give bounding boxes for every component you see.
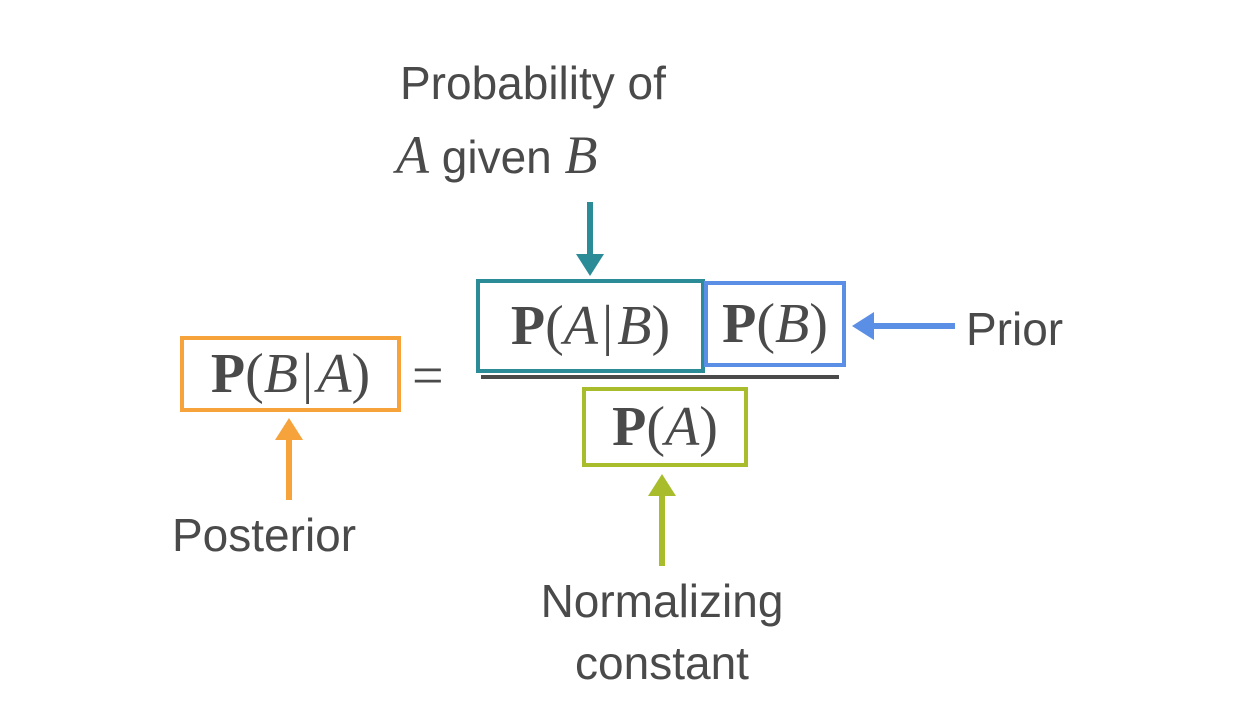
given-bar: | bbox=[602, 295, 614, 357]
likelihood-box: P(A | B) bbox=[476, 279, 705, 373]
prob-symbol: P bbox=[510, 295, 546, 357]
paren-open: ( bbox=[245, 343, 264, 405]
posterior-arrow bbox=[275, 418, 303, 500]
prior-label: Prior bbox=[966, 303, 1064, 355]
posterior-box: P(B | A) bbox=[180, 336, 401, 412]
posterior-label: Posterior bbox=[172, 509, 357, 561]
prob-symbol: P bbox=[612, 396, 647, 458]
paren-close: ) bbox=[809, 293, 828, 355]
paren-close: ) bbox=[651, 295, 671, 357]
var-b: B bbox=[263, 343, 298, 405]
likelihood-label-line1: Probability of bbox=[400, 57, 666, 109]
prior-box: P(B) bbox=[704, 281, 846, 367]
given-word: given bbox=[441, 131, 552, 183]
normalizing-label-line1: Normalizing bbox=[540, 575, 784, 627]
fraction-line bbox=[481, 375, 839, 379]
likelihood-label-line2: A given B bbox=[396, 128, 598, 182]
var-b: B bbox=[775, 293, 810, 355]
paren-open: ( bbox=[756, 293, 775, 355]
prob-symbol: P bbox=[722, 293, 757, 355]
var-b: B bbox=[564, 125, 598, 185]
paren-close: ) bbox=[699, 396, 718, 458]
normalizing-label-line2: constant bbox=[575, 637, 749, 689]
paren-open: ( bbox=[545, 295, 564, 357]
var-a: A bbox=[396, 125, 429, 185]
paren-open: ( bbox=[646, 396, 665, 458]
var-b: B bbox=[617, 295, 652, 357]
normalizing-box: P(A) bbox=[582, 387, 748, 467]
equals-sign: = bbox=[412, 345, 444, 407]
prob-symbol: P bbox=[210, 343, 246, 405]
normalizing-arrow bbox=[648, 474, 676, 566]
var-a: A bbox=[563, 295, 598, 357]
var-a: A bbox=[317, 343, 352, 405]
given-bar: | bbox=[302, 343, 314, 405]
likelihood-arrow bbox=[576, 202, 604, 276]
paren-close: ) bbox=[351, 343, 371, 405]
var-a: A bbox=[665, 396, 700, 458]
prior-arrow bbox=[852, 312, 955, 340]
